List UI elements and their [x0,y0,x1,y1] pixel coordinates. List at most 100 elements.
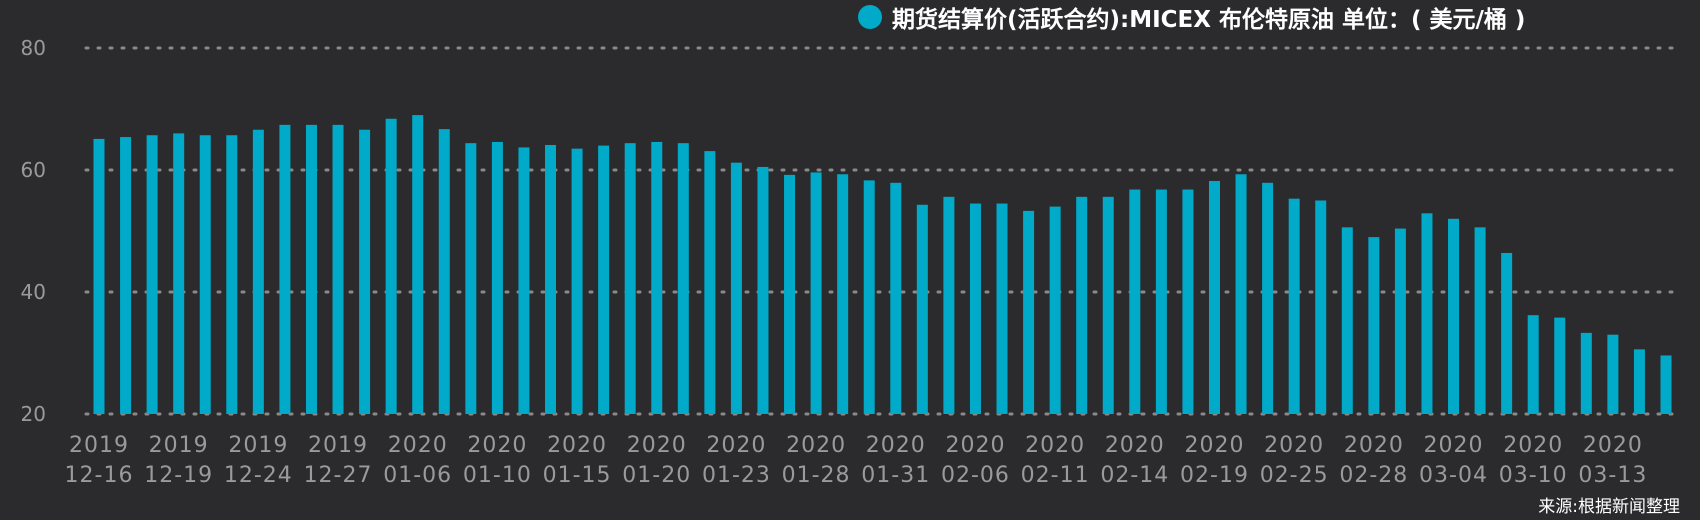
x-tick-date: 12-16 [65,463,134,488]
bar [1049,206,1061,414]
x-tick-date: 03-10 [1499,463,1568,488]
x-tick-year: 2019 [308,433,368,458]
x-tick-year: 2020 [706,433,766,458]
bar [252,129,264,415]
y-axis-ticks: 20 40 60 80 [21,36,46,426]
y-tick-label: 20 [21,402,46,426]
y-tick-label: 60 [21,158,46,182]
x-tick-year: 2019 [69,433,129,458]
bar [305,124,317,415]
bar [969,203,981,414]
bar [1448,218,1460,414]
x-tick-label: 2020 02-25 [1260,433,1328,488]
x-tick-label: 2020 03-13 [1578,433,1647,488]
x-tick-label: 2020 01-15 [543,433,612,488]
bar [1235,174,1247,414]
bar [943,196,955,414]
bar [518,147,530,414]
x-tick-year: 2019 [149,433,209,458]
bar [837,174,849,414]
x-tick-label: 2020 01-31 [861,433,930,488]
x-tick-label: 2020 01-06 [383,433,452,488]
bar [1315,200,1327,414]
bar [146,135,158,415]
bar [173,133,185,414]
bar [784,174,796,414]
bar [1501,252,1513,414]
x-tick-date: 01-31 [861,463,930,488]
bar [863,180,875,414]
x-tick-label: 2020 01-10 [463,433,532,488]
x-tick-year: 2020 [547,433,607,458]
x-tick-year: 2020 [945,433,1005,458]
legend-swatch [858,5,882,29]
bar [438,129,450,414]
x-tick-label: 2020 02-19 [1180,433,1249,488]
x-tick-label: 2020 01-23 [702,433,770,488]
x-tick-date: 01-15 [543,463,612,488]
bars [93,115,1672,415]
bar [332,124,344,415]
bar [1607,334,1619,414]
bar [916,204,928,414]
bar [465,143,477,414]
bar [1341,227,1353,414]
x-tick-date: 01-06 [383,463,452,488]
bar [1102,196,1114,414]
bar [1288,198,1300,414]
x-tick-date: 02-14 [1100,463,1169,488]
bar [571,148,583,414]
bar [598,145,610,414]
x-tick-year: 2020 [1344,433,1404,458]
bar [1262,182,1274,414]
x-tick-label: 2020 02-14 [1100,433,1169,488]
x-tick-date: 01-10 [463,463,532,488]
x-tick-label: 2019 12-19 [144,433,213,488]
x-tick-label: 2020 01-28 [782,433,850,488]
bar [385,118,397,414]
bar [890,182,902,414]
bar [359,129,371,415]
x-tick-date: 03-13 [1578,463,1647,488]
y-tick-label: 40 [21,280,46,304]
x-tick-year: 2019 [228,433,288,458]
x-tick-year: 2020 [1184,433,1244,458]
bar [810,172,822,414]
bar [1474,227,1486,414]
x-tick-date: 02-11 [1021,463,1090,488]
bar [1421,213,1433,414]
bar [1633,349,1645,414]
x-tick-date: 02-06 [941,463,1010,488]
x-tick-year: 2020 [866,433,926,458]
x-tick-date: 12-19 [144,463,213,488]
x-tick-label: 2020 02-06 [941,433,1010,488]
grid-lines [84,46,1676,416]
bar [651,141,663,414]
x-tick-year: 2020 [1503,433,1563,458]
bar [704,151,716,414]
x-tick-label: 2020 01-20 [622,433,690,488]
legend: 期货结算价(活跃合约):MICEX 布伦特原油 单位：( 美元/桶 ) [858,2,1525,33]
x-tick-year: 2020 [786,433,846,458]
bar [677,143,689,414]
x-tick-label: 2020 02-11 [1021,433,1090,488]
bar [1527,315,1539,414]
x-tick-date: 12-24 [224,463,293,488]
bar [491,141,503,414]
bar [757,166,769,414]
x-tick-label: 2020 02-28 [1339,433,1407,488]
bar [1580,332,1592,414]
x-tick-date: 02-19 [1180,463,1249,488]
bar [1076,196,1088,414]
x-tick-year: 2020 [1424,433,1484,458]
bar [1129,189,1141,414]
x-tick-year: 2020 [627,433,687,458]
y-tick-label: 80 [21,36,46,60]
x-tick-label: 2019 12-16 [65,433,134,488]
bar [279,124,291,415]
bar [1208,180,1220,414]
bar [1155,189,1167,414]
x-tick-year: 2020 [1025,433,1085,458]
